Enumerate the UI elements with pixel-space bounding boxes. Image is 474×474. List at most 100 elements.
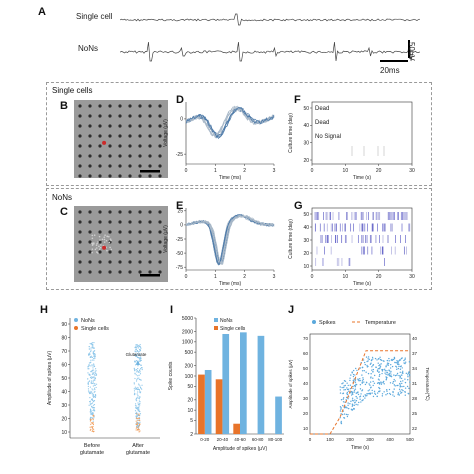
scatter-point [90, 382, 92, 385]
spike-point [347, 384, 349, 387]
scatter-point [136, 405, 138, 407]
spike-point [373, 374, 376, 377]
spike-point [383, 383, 385, 385]
scatter-point [91, 359, 94, 361]
panel-i-bar-chart: 5000 2000 1000 500 200 100 50 20 10 5 2 Spike count… [168, 316, 284, 452]
spike-point [408, 375, 411, 377]
electrode-dot [148, 210, 152, 214]
spike-point [364, 363, 366, 366]
scatter-point [91, 364, 93, 366]
spike-point [352, 385, 354, 388]
spike-point [376, 382, 379, 384]
y-tick-label: 0 [180, 117, 183, 123]
scatter-point [136, 406, 138, 409]
scatter-point [91, 429, 94, 431]
spike-point [343, 416, 345, 419]
spike-point [354, 399, 356, 401]
y-tick-label: 500 [185, 350, 194, 356]
cell-speck [96, 242, 98, 245]
spike-point [355, 384, 358, 386]
cell-speck [108, 241, 111, 244]
spike-point [386, 359, 389, 362]
electrode-dot [98, 250, 102, 254]
electrode-dot [138, 134, 142, 138]
spike-point [355, 395, 357, 398]
scatter-point [140, 368, 142, 370]
scatter-point [135, 351, 137, 353]
y-tick-label: -25 [176, 152, 183, 158]
spike-point [386, 372, 389, 374]
spike-point [344, 384, 346, 387]
electrode-dot [88, 144, 92, 148]
electrode-dot [78, 174, 82, 178]
scatter-point [139, 385, 141, 387]
y-axis-label: Spike counts [168, 361, 174, 390]
spike-point [399, 382, 401, 385]
scatter-point [94, 357, 96, 360]
scatter-point [92, 351, 94, 353]
spike-point [376, 370, 379, 372]
scatter-point [138, 383, 140, 385]
scatter-point [138, 410, 140, 413]
spike-point [375, 366, 377, 368]
scatter-point [92, 428, 94, 430]
spike-point [353, 404, 356, 406]
y-tick-label: 20 [303, 251, 309, 257]
microscope-image-single [74, 100, 168, 178]
electrode-dot [118, 134, 122, 138]
electrode-dot [128, 220, 132, 224]
x-tick-label: After [132, 443, 144, 449]
panel-label-f: F [294, 94, 301, 106]
scatter-point [93, 408, 95, 411]
y-tick-label: 30 [61, 403, 67, 409]
scatter-point [136, 411, 138, 413]
legend-label-nons: NoNs [81, 318, 95, 324]
spike-point [356, 397, 358, 399]
spike-point [372, 368, 375, 371]
scatter-point [93, 371, 95, 373]
legend-marker-spikes [312, 320, 316, 324]
spike-point [371, 356, 374, 359]
spike-point [386, 392, 389, 395]
spike-point [352, 379, 354, 382]
electrode-dot [108, 230, 112, 234]
cell-speck [91, 251, 93, 254]
y-tick-label-left: 40 [303, 381, 309, 386]
spike-point [392, 380, 395, 383]
electrode-dot [158, 104, 162, 108]
waveform-trace [185, 215, 275, 264]
spike-point [365, 371, 367, 373]
spike-point [381, 395, 384, 397]
spike-point [404, 387, 407, 389]
spike-point [407, 392, 409, 395]
spike-point [403, 359, 405, 362]
spike-point [359, 384, 362, 386]
spike-point [404, 357, 406, 359]
electrode-dot [78, 124, 82, 128]
scatter-point [94, 390, 96, 393]
cell-speck [103, 236, 106, 238]
spike-point [372, 384, 374, 387]
spike-point [354, 385, 356, 387]
spike-point [390, 374, 392, 376]
scatter-point [141, 384, 143, 386]
x-tick-label: glutamate [126, 450, 150, 456]
spike-point [401, 382, 403, 385]
y-tick-label: 40 [303, 123, 309, 129]
scatter-point [139, 401, 141, 403]
electrode-dot [158, 230, 162, 234]
spike-point [339, 410, 342, 412]
scatter-point [137, 396, 139, 398]
y-tick-label-right: 34 [412, 366, 418, 371]
scatter-point [138, 377, 140, 379]
y-tick-label: 30 [303, 238, 309, 244]
scatter-point [133, 392, 136, 394]
spike-point [363, 381, 365, 383]
spike-point [370, 377, 372, 379]
electrode-dot [88, 154, 92, 158]
electrode-dot [98, 164, 102, 168]
spike-point [386, 364, 389, 366]
spike-point [405, 361, 407, 363]
